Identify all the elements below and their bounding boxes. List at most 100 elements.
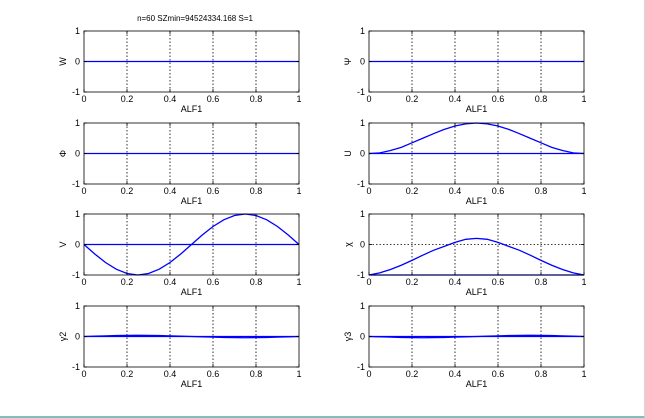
y-tick-label: 1 bbox=[360, 209, 365, 219]
y-tick-label: 1 bbox=[75, 118, 80, 128]
x-axis-label: ALF1 bbox=[466, 104, 488, 114]
x-tick-label: 0.8 bbox=[535, 277, 548, 287]
x-axis-label: ALF1 bbox=[466, 379, 488, 389]
x-tick-label: 0.2 bbox=[121, 94, 134, 104]
x-tick-label: 0.2 bbox=[121, 277, 134, 287]
y-axis-label: Ψ bbox=[343, 58, 353, 66]
y-tick-label: 1 bbox=[75, 26, 80, 36]
x-tick-label: 1 bbox=[296, 94, 301, 104]
y-tick-label: -1 bbox=[72, 362, 80, 372]
y-axis-label: Φ bbox=[58, 150, 68, 157]
y-tick-label: -1 bbox=[72, 87, 80, 97]
y-axis-label: W bbox=[58, 57, 68, 66]
series-line-2 bbox=[368, 334, 585, 339]
y-tick-label: 0 bbox=[360, 240, 365, 250]
x-tick-label: 1 bbox=[296, 369, 301, 379]
x-tick-label: 0.6 bbox=[207, 369, 220, 379]
figure-title: n=60 SZmin=94524334.168 S=1 bbox=[137, 14, 253, 23]
x-tick-label: 0 bbox=[81, 186, 86, 196]
y-tick-label: 1 bbox=[360, 118, 365, 128]
x-tick-label: 0.8 bbox=[250, 186, 263, 196]
x-tick-label: 1 bbox=[581, 369, 586, 379]
series-line-2 bbox=[83, 213, 300, 276]
x-tick-label: 0.6 bbox=[492, 369, 505, 379]
x-tick-label: 0.2 bbox=[121, 369, 134, 379]
y-tick-label: -1 bbox=[357, 179, 365, 189]
x-tick-label: 0.8 bbox=[535, 186, 548, 196]
series-line-2 bbox=[368, 237, 585, 276]
x-axis-label: ALF1 bbox=[181, 196, 203, 206]
y-tick-label: 0 bbox=[75, 149, 80, 159]
y-tick-label: 0 bbox=[360, 332, 365, 342]
x-tick-label: 0.4 bbox=[164, 369, 177, 379]
y-axis-label: γ2 bbox=[58, 332, 68, 342]
x-tick-label: 0.4 bbox=[449, 94, 462, 104]
x-axis-label: ALF1 bbox=[181, 104, 203, 114]
y-axis-label: χ bbox=[343, 242, 353, 247]
y-tick-label: 0 bbox=[75, 57, 80, 67]
y-tick-label: 0 bbox=[75, 332, 80, 342]
x-tick-label: 0.4 bbox=[164, 94, 177, 104]
x-tick-label: 0 bbox=[366, 186, 371, 196]
y-tick-label: -1 bbox=[357, 270, 365, 280]
x-tick-label: 0.2 bbox=[406, 277, 419, 287]
x-tick-label: 0.6 bbox=[207, 94, 220, 104]
x-tick-label: 1 bbox=[581, 186, 586, 196]
x-tick-label: 0.6 bbox=[492, 277, 505, 287]
y-tick-label: 1 bbox=[360, 301, 365, 311]
x-tick-label: 0.2 bbox=[406, 369, 419, 379]
y-tick-label: 0 bbox=[360, 57, 365, 67]
x-axis-label: ALF1 bbox=[181, 379, 203, 389]
x-tick-label: 0.6 bbox=[207, 186, 220, 196]
x-tick-label: 1 bbox=[296, 277, 301, 287]
x-tick-label: 0 bbox=[366, 369, 371, 379]
x-tick-label: 0.4 bbox=[449, 186, 462, 196]
x-tick-label: 0.8 bbox=[250, 369, 263, 379]
x-tick-label: 0 bbox=[81, 277, 86, 287]
y-axis-label: U bbox=[343, 150, 353, 157]
x-tick-label: 1 bbox=[581, 94, 586, 104]
x-tick-label: 0.2 bbox=[121, 186, 134, 196]
x-tick-label: 0 bbox=[81, 369, 86, 379]
y-tick-label: 0 bbox=[75, 240, 80, 250]
x-tick-label: 0.4 bbox=[449, 277, 462, 287]
x-tick-label: 0.6 bbox=[492, 186, 505, 196]
x-axis-label: ALF1 bbox=[466, 196, 488, 206]
x-tick-label: 1 bbox=[581, 277, 586, 287]
x-tick-label: 0.4 bbox=[449, 369, 462, 379]
x-axis-label: ALF1 bbox=[466, 287, 488, 297]
x-axis-label: ALF1 bbox=[181, 287, 203, 297]
y-tick-label: -1 bbox=[72, 270, 80, 280]
y-tick-label: 1 bbox=[75, 209, 80, 219]
x-tick-label: 0.2 bbox=[406, 94, 419, 104]
y-axis-label: γ3 bbox=[343, 332, 353, 342]
x-tick-label: 0.8 bbox=[250, 277, 263, 287]
y-tick-label: 0 bbox=[360, 149, 365, 159]
x-tick-label: 0.2 bbox=[406, 186, 419, 196]
x-tick-label: 0 bbox=[366, 277, 371, 287]
x-tick-label: 0.8 bbox=[535, 94, 548, 104]
x-tick-label: 0.8 bbox=[250, 94, 263, 104]
y-axis-label: V bbox=[58, 241, 68, 247]
y-tick-label: -1 bbox=[357, 87, 365, 97]
x-tick-label: 0.8 bbox=[535, 369, 548, 379]
x-tick-label: 0.6 bbox=[492, 94, 505, 104]
x-tick-label: 0.4 bbox=[164, 186, 177, 196]
y-tick-label: 1 bbox=[75, 301, 80, 311]
series-line-2 bbox=[83, 334, 300, 339]
y-tick-label: -1 bbox=[72, 179, 80, 189]
y-tick-label: 1 bbox=[360, 26, 365, 36]
x-tick-label: 0.6 bbox=[207, 277, 220, 287]
x-tick-label: 0 bbox=[366, 94, 371, 104]
x-tick-label: 0 bbox=[81, 94, 86, 104]
y-tick-label: -1 bbox=[357, 362, 365, 372]
